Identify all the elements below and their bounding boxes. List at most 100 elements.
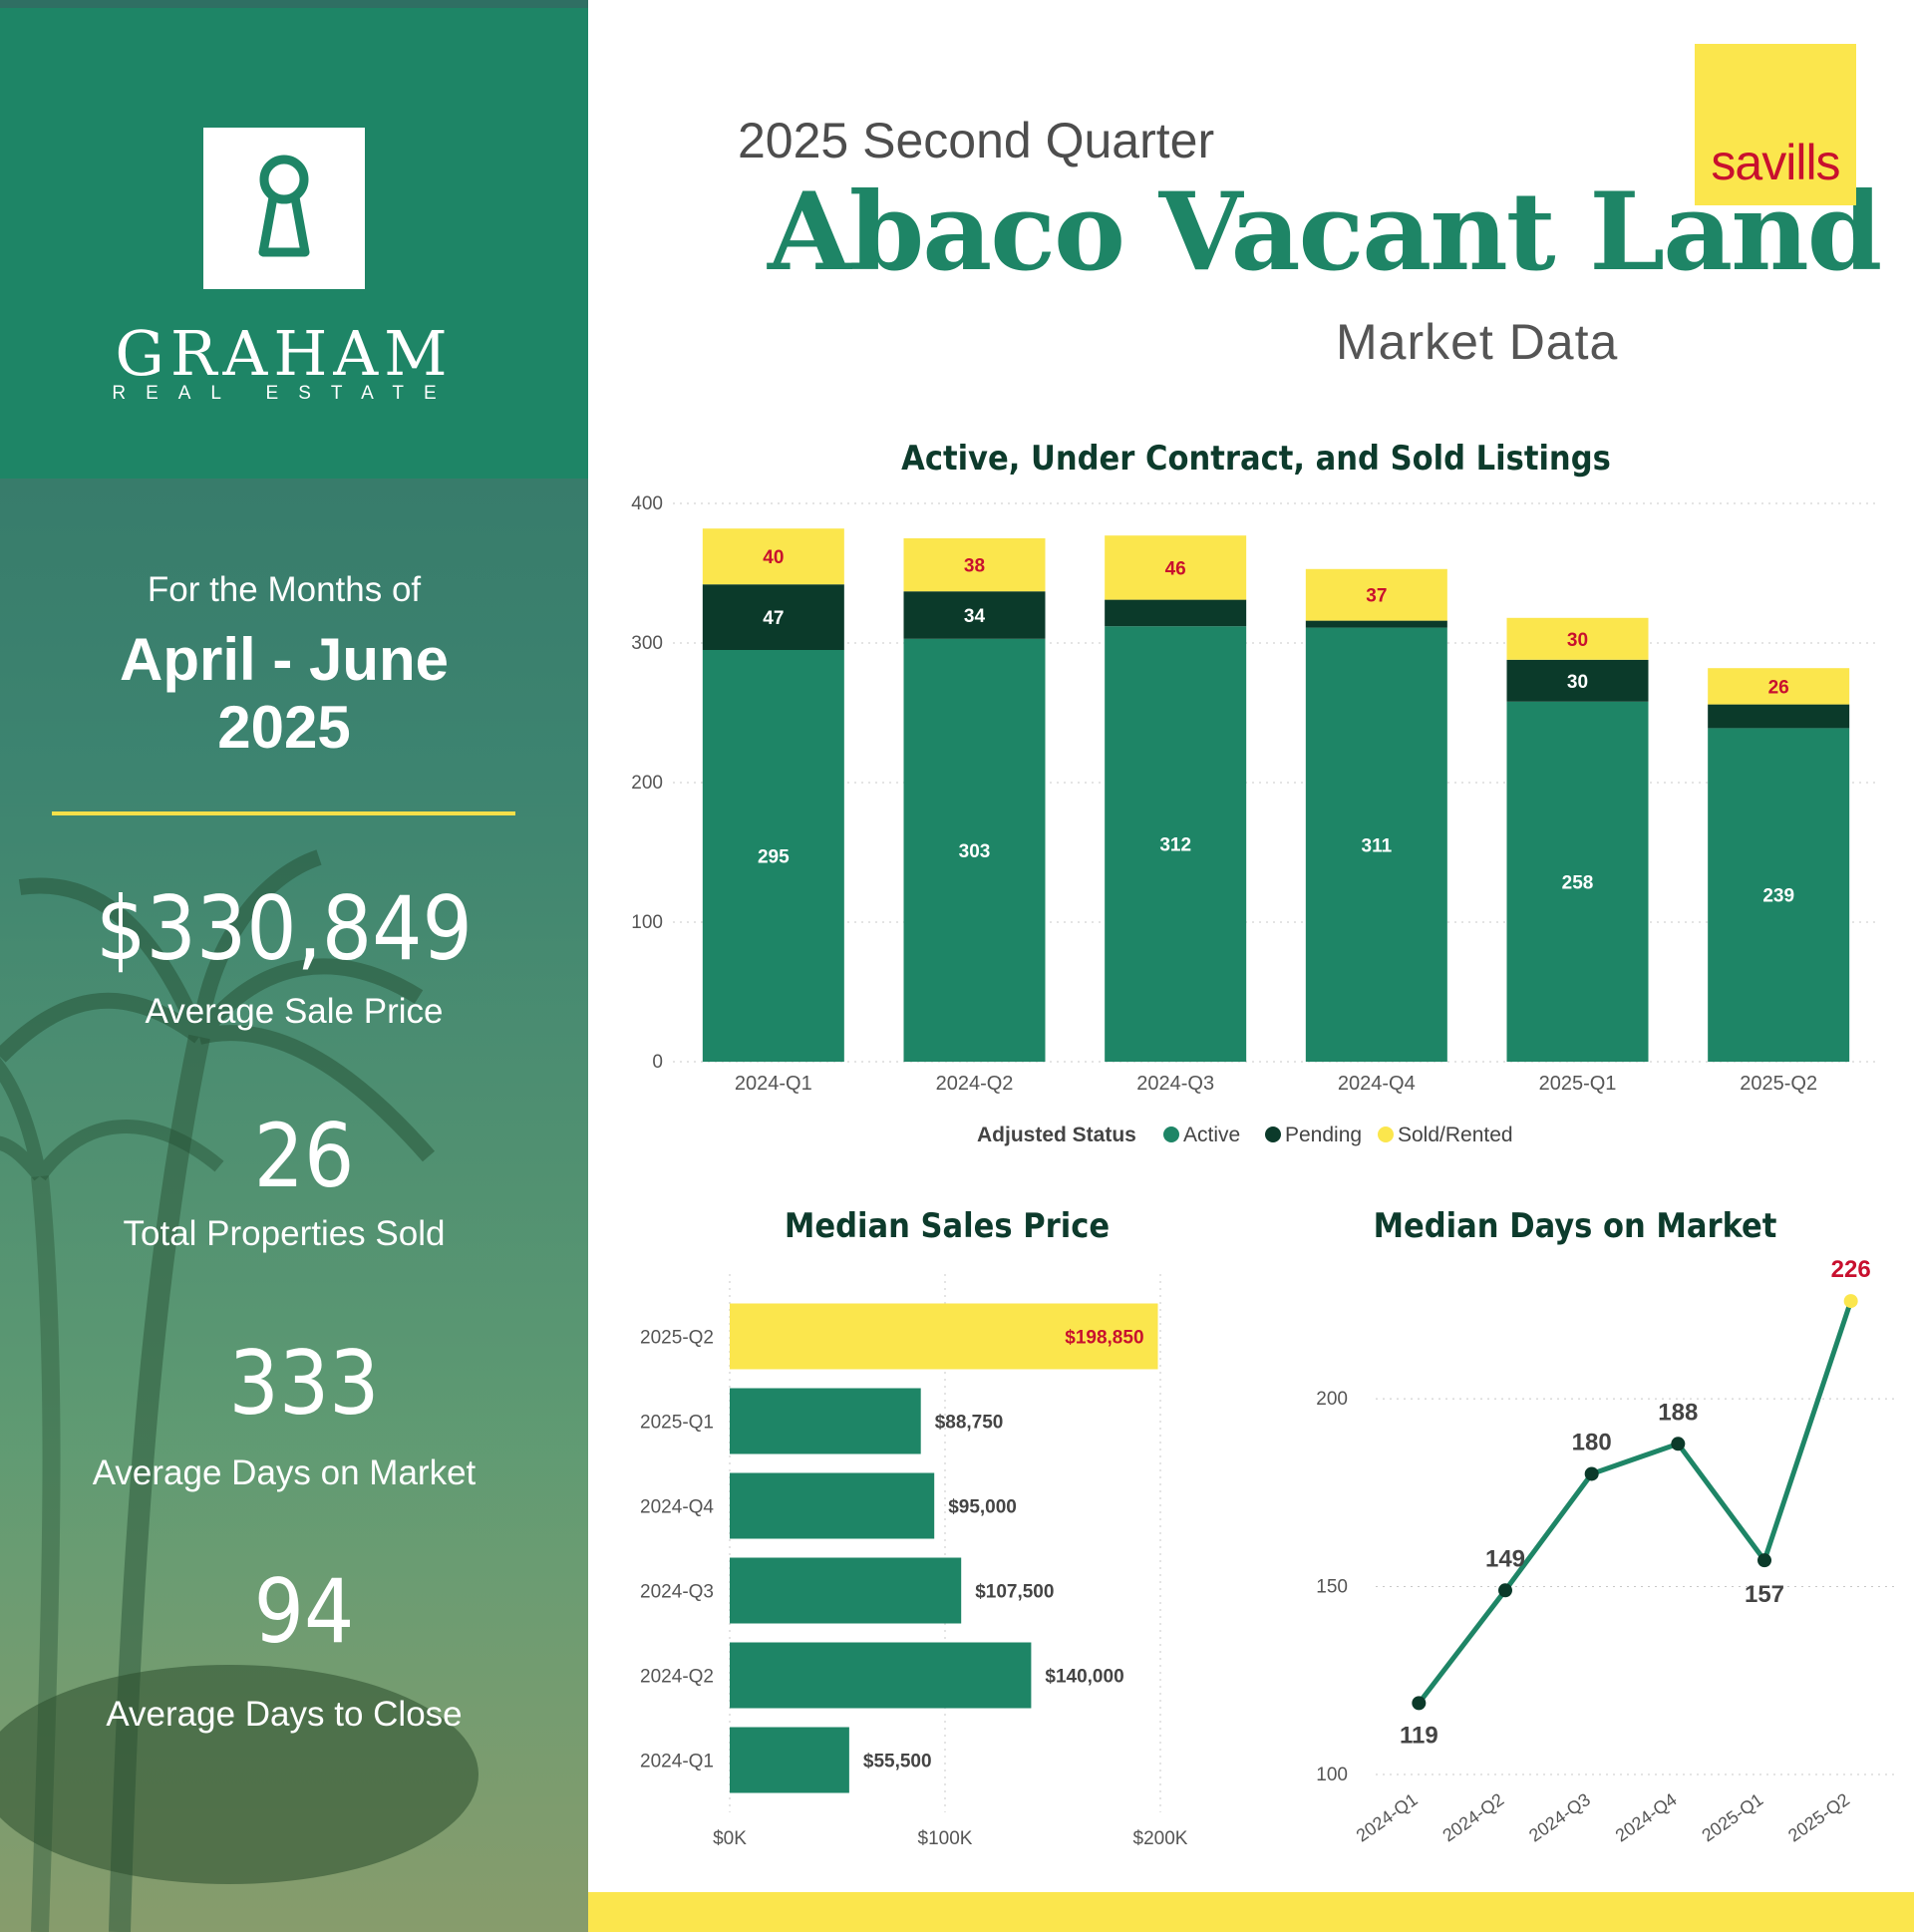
bar-segment-pending: [903, 591, 1046, 639]
data-label: 239: [1762, 886, 1794, 907]
sidebar: GRAHAM REAL ESTATE For the Months of Apr…: [0, 0, 588, 1932]
y-tick-label: 100: [631, 912, 663, 933]
months-value: April - June 2025: [0, 626, 568, 762]
x-tick-label: 2024-Q4: [1612, 1789, 1681, 1846]
data-point: [1671, 1437, 1686, 1451]
x-tick-label: 2024-Q4: [1338, 1073, 1416, 1095]
y-tick-label: 2024-Q4: [640, 1497, 714, 1518]
price-bar: [730, 1557, 962, 1624]
bar-segment-pending: [1506, 659, 1649, 702]
legend-item: Active: [1183, 1124, 1240, 1146]
months-line-1: April - June: [119, 626, 450, 693]
data-label: 30: [1567, 672, 1588, 693]
yellow-divider: [52, 811, 515, 815]
price-bar: [730, 1303, 1158, 1370]
bar-segment-soldrented: [1305, 568, 1447, 621]
data-label: 226: [1831, 1256, 1871, 1283]
data-label: 157: [1745, 1581, 1784, 1608]
data-point: [1412, 1696, 1427, 1711]
bar-segment-active: [1506, 701, 1649, 1062]
bar-segment-active: [1105, 626, 1247, 1062]
median-price-bar-chart: $0K $100K $200K 2025-Q2 $198,850 2025-Q1 $88,7…: [640, 1274, 1188, 1849]
data-label: 188: [1658, 1399, 1698, 1426]
y-tick-label: 200: [1316, 1389, 1348, 1410]
y-tick-label: 2025-Q1: [640, 1413, 714, 1434]
legend-marker: [1265, 1127, 1281, 1142]
data-label: 312: [1159, 835, 1191, 856]
x-tick-label: 2025-Q2: [1740, 1073, 1817, 1095]
x-tick-label: 2024-Q1: [735, 1073, 812, 1095]
data-label: 46: [1165, 558, 1186, 579]
x-tick-label: 2025-Q1: [1698, 1789, 1766, 1846]
bar-segment-active: [702, 650, 844, 1062]
x-tick-label: 2025-Q1: [1539, 1073, 1617, 1095]
data-label: $107,500: [975, 1582, 1054, 1603]
savills-logo-text: savills: [1711, 135, 1840, 190]
x-tick-label: 2025-Q2: [1784, 1789, 1853, 1846]
keyhole-person-icon: [258, 155, 310, 257]
y-tick-label: 2024-Q2: [640, 1667, 714, 1688]
chart-listings-title: Active, Under Contract, and Sold Listing…: [901, 439, 1611, 479]
bar-segment-pending: [1305, 620, 1447, 628]
data-label: 30: [1567, 630, 1588, 651]
data-label: $198,850: [1065, 1328, 1143, 1349]
legend-marker: [1163, 1127, 1179, 1142]
x-tick-label: 2024-Q1: [1353, 1789, 1422, 1846]
data-label: 303: [959, 841, 991, 862]
bar-segment-soldrented: [1105, 535, 1247, 600]
brand-subtitle: REAL ESTATE: [112, 383, 457, 404]
months-line-2: 2025: [217, 694, 351, 761]
x-tick-label: 2024-Q2: [1438, 1789, 1507, 1846]
data-label: 26: [1768, 677, 1789, 698]
x-tick-label: 2024-Q3: [1525, 1789, 1594, 1846]
listings-stacked-bar-chart: 0 100 200 300 400 295 47 40 2024-Q1 303 34 38 2024-Q…: [631, 493, 1879, 1146]
market-data-label: Market Data: [1336, 314, 1619, 370]
data-label: 311: [1362, 835, 1393, 856]
palm-tree-background: [0, 849, 588, 1932]
y-tick-label: 200: [631, 773, 663, 794]
data-label: 149: [1485, 1545, 1525, 1572]
stat-total-sold-label: Total Properties Sold: [123, 1214, 446, 1253]
stat-avg-dom-label: Average Days on Market: [92, 1453, 477, 1492]
legend-item: Pending: [1285, 1124, 1362, 1146]
stat-avg-sale-price-label: Average Sale Price: [145, 992, 444, 1031]
legend-marker: [1378, 1127, 1394, 1142]
data-point: [1843, 1294, 1858, 1309]
price-bar: [730, 1472, 935, 1539]
data-label: 40: [763, 547, 784, 568]
y-tick-label: 2024-Q1: [640, 1752, 714, 1772]
stat-avg-days-close: 94: [253, 1560, 355, 1663]
data-label: $140,000: [1045, 1667, 1123, 1688]
data-label: $55,500: [863, 1752, 932, 1772]
data-label: 38: [964, 556, 985, 577]
y-tick-label: 2024-Q3: [640, 1582, 714, 1603]
bar-segment-active: [1708, 728, 1850, 1062]
price-bar: [730, 1388, 921, 1454]
report-subtitle: 2025 Second Quarter: [738, 113, 1215, 168]
stat-avg-dom: 333: [228, 1332, 380, 1435]
x-tick-label: $0K: [713, 1828, 747, 1849]
x-tick-label: $100K: [918, 1828, 973, 1849]
legend-title: Adjusted Status: [977, 1124, 1136, 1146]
bar-segment-pending: [702, 584, 844, 650]
bar-segment-pending: [1105, 599, 1247, 627]
x-tick-label: $200K: [1133, 1828, 1188, 1849]
series-line: [1417, 1300, 1854, 1705]
chart-median-price-title: Median Sales Price: [784, 1206, 1111, 1246]
stat-avg-sale-price: $330,849: [96, 877, 473, 980]
data-label: 37: [1366, 586, 1387, 607]
bar-segment-active: [903, 638, 1046, 1062]
data-point: [1498, 1583, 1512, 1598]
bar-segment-active: [1305, 627, 1447, 1062]
data-label: 47: [763, 608, 784, 629]
x-tick-label: 2024-Q3: [1136, 1073, 1214, 1095]
legend-item: Sold/Rented: [1398, 1124, 1513, 1146]
data-label: 295: [758, 847, 790, 868]
y-tick-label: 2025-Q2: [640, 1328, 714, 1349]
y-tick-label: 400: [631, 493, 663, 514]
y-tick-label: 300: [631, 633, 663, 654]
data-label: $95,000: [948, 1497, 1017, 1518]
bottom-accent-bar: [588, 1892, 1914, 1932]
data-point: [1584, 1466, 1599, 1481]
price-bar: [730, 1727, 849, 1793]
